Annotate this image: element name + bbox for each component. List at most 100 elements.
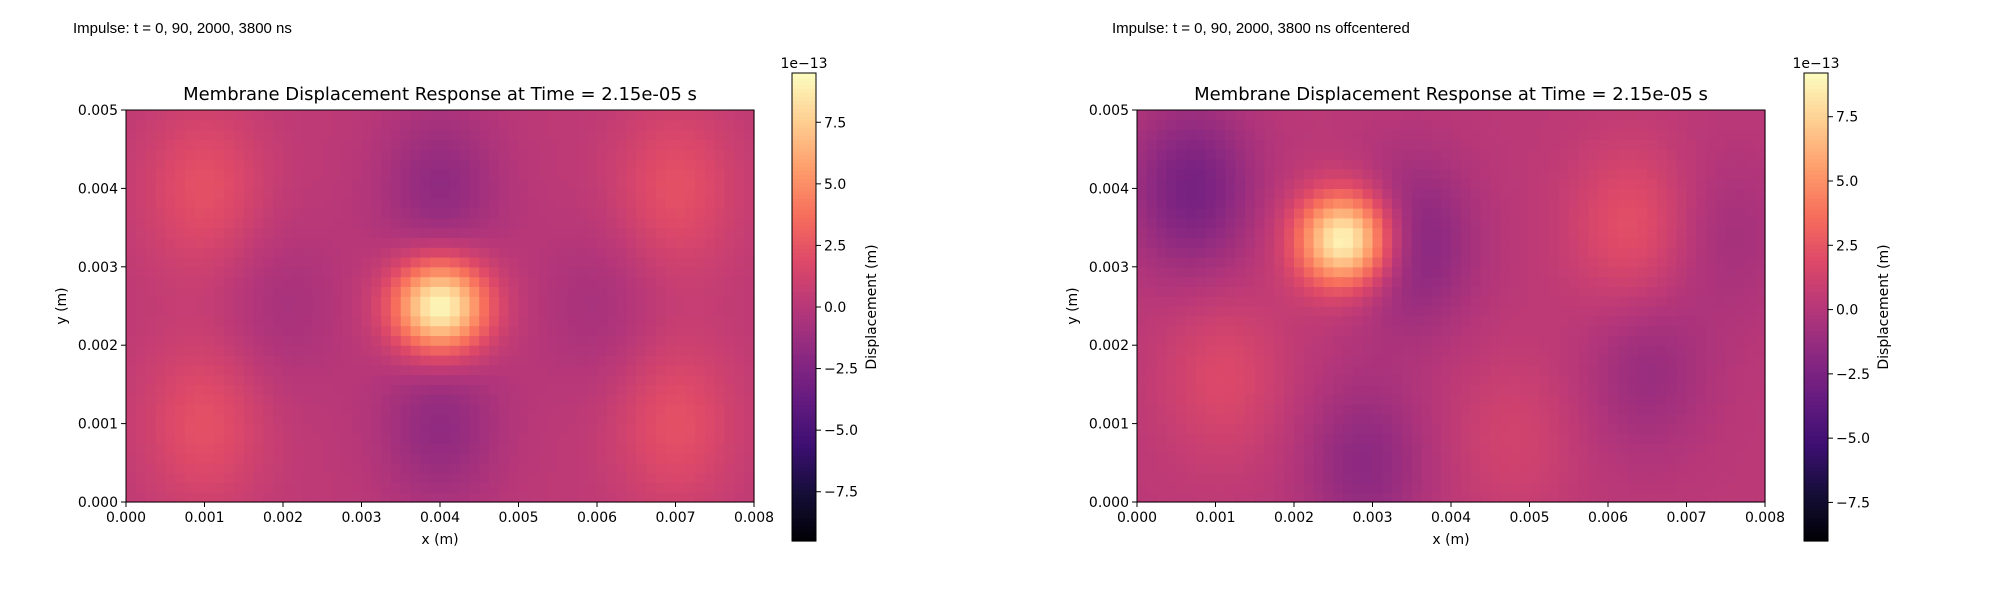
heatmap-cell [636,364,647,376]
heatmap-cell [341,110,353,121]
heatmap-cell [1470,149,1482,160]
heatmap-cell [1451,345,1462,356]
heatmap-cell [577,315,588,327]
heatmap-cell [1490,149,1501,160]
heatmap-cell [1166,355,1177,366]
heatmap-cell [361,159,372,170]
heatmap-cell [567,286,578,297]
heatmap-cell [302,178,314,189]
heatmap-cell [253,325,264,336]
heatmap-cell [1431,208,1442,219]
heatmap-cell [1156,325,1168,336]
heatmap-cell [1303,423,1315,434]
heatmap-cell [1205,306,1217,317]
heatmap-cell [283,139,294,150]
heatmap-cell [135,257,147,268]
heatmap-cell [1549,364,1560,376]
heatmap-cell [1382,325,1393,336]
heatmap-cell [1421,247,1432,258]
heatmap-cell [1686,492,1697,503]
heatmap-cell [1176,178,1187,189]
heatmap-cell [1343,237,1354,248]
heatmap-cell [194,374,206,385]
heatmap-cell [1568,355,1580,366]
heatmap-cell [390,178,402,189]
heatmap-cell [253,129,264,140]
heatmap-cell [263,198,274,209]
heatmap-cell [1352,237,1364,248]
heatmap-cell [469,394,480,405]
heatmap-cell [1382,364,1393,376]
heatmap-cell [1254,217,1266,229]
heatmap-cell [204,453,215,464]
heatmap-cell [734,188,745,199]
heatmap-cell [1470,257,1482,268]
heatmap-cell [1166,394,1177,405]
heatmap-cell [1598,149,1609,160]
heatmap-cell [489,286,500,297]
heatmap-cell [410,149,421,160]
heatmap-cell [1372,335,1383,346]
heatmap-cell [1156,443,1168,454]
heatmap-cell [459,345,471,356]
colorbar-segment [792,424,816,429]
heatmap-cell [1558,257,1570,268]
heatmap-cell [135,462,147,474]
heatmap-cell [1137,462,1148,474]
heatmap-cell [1549,384,1560,395]
heatmap-cell [1637,325,1648,336]
heatmap-cell [312,286,323,297]
heatmap-cell [175,364,186,376]
heatmap-cell [1303,159,1315,170]
heatmap-cell [479,266,490,278]
heatmap-cell [714,178,726,189]
heatmap-cell [704,198,716,209]
heatmap-cell [508,472,520,483]
heatmap-cell [469,374,480,385]
heatmap-cell [155,178,166,189]
heatmap-cell [469,355,480,366]
heatmap-cell [135,247,147,258]
heatmap-cell [1244,462,1256,474]
heatmap-cell [449,198,461,209]
heatmap-cell [253,168,264,180]
heatmap-cell [518,276,529,287]
heatmap-cell [1608,423,1619,434]
heatmap-cell [606,492,618,503]
heatmap-cell [341,492,353,503]
heatmap-cell [145,482,157,493]
heatmap-cell [616,129,628,140]
colorbar-segment [792,431,816,437]
heatmap-cell [1137,227,1148,238]
heatmap-cell [233,276,245,287]
heatmap-cell [1539,433,1550,444]
heatmap-cell [685,198,696,209]
heatmap-cell [420,345,431,356]
heatmap-cell [410,257,421,268]
heatmap-cell [351,433,363,444]
heatmap-cell [194,237,206,248]
heatmap-cell [538,433,549,444]
heatmap-cell [714,237,726,248]
heatmap-cell [636,217,647,229]
heatmap-cell [1264,276,1275,287]
heatmap-cell [381,198,392,209]
heatmap-cell [1195,257,1207,268]
heatmap-cell [410,355,421,366]
heatmap-cell [1539,188,1550,199]
heatmap-cell [1176,423,1187,434]
heatmap-cell [1647,404,1658,415]
heatmap-cell [1500,119,1511,131]
heatmap-cell [567,472,578,483]
heatmap-cell [1372,443,1383,454]
heatmap-cell [479,404,490,415]
heatmap-cell [1333,198,1344,209]
heatmap-cell [597,237,608,248]
heatmap-cell [1225,335,1236,346]
heatmap-cell [1470,462,1482,474]
heatmap-cell [714,286,726,297]
heatmap-cell [1490,296,1501,307]
heatmap-cell [685,482,696,493]
heatmap-cell [430,413,441,425]
heatmap-cell [547,227,559,238]
